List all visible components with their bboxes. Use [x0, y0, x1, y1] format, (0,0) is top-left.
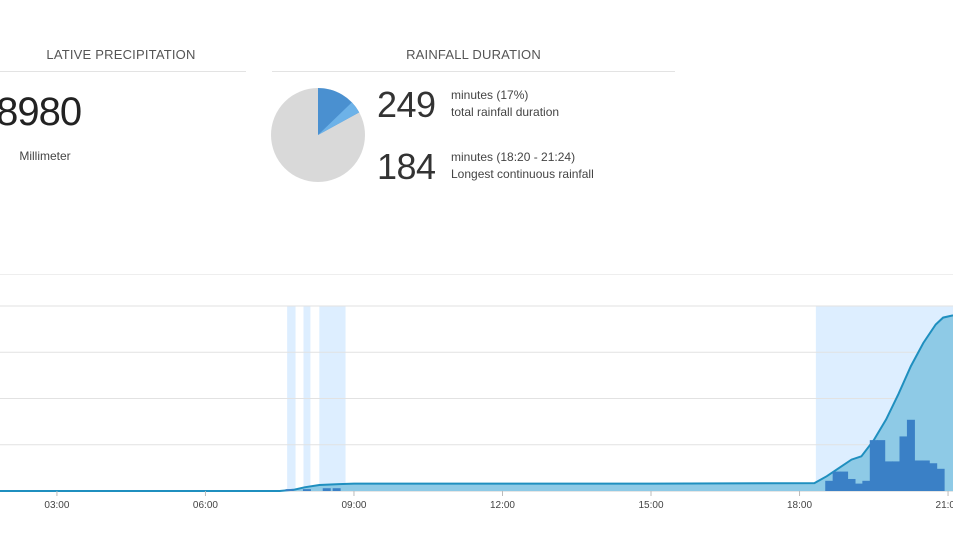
interval-bar — [832, 471, 841, 491]
interval-bar — [929, 463, 938, 491]
x-tick-label: 09:00 — [341, 500, 366, 511]
x-tick-label: 03:00 — [44, 500, 69, 511]
total-duration-number: 249 — [377, 84, 436, 125]
x-tick-label: 21:00 — [936, 500, 953, 511]
interval-bar — [914, 460, 923, 491]
total-duration-caption: total rainfall duration — [451, 105, 560, 119]
interval-bar — [921, 460, 930, 491]
total-duration-unit: minutes (17%) — [451, 88, 529, 102]
cumulative-value: .8980 — [0, 90, 82, 134]
x-tick-label: 15:00 — [638, 500, 663, 511]
interval-bar — [862, 480, 871, 491]
interval-bar — [825, 480, 834, 491]
pie-slice-rainfall — [318, 88, 360, 135]
interval-bar — [877, 440, 886, 491]
interval-bar — [884, 461, 893, 491]
interval-bar — [302, 489, 311, 491]
x-axis-ticks: 03:00 06:00 09:00 12:00 15:00 18:00 21:00 — [44, 491, 953, 511]
cumulative-unit: Millimeter — [19, 149, 71, 163]
interval-bar — [869, 440, 878, 491]
cumulative-line — [0, 314, 953, 492]
x-tick-label: 18:00 — [787, 500, 812, 511]
interval-bar — [892, 461, 901, 491]
longest-rainfall-range: minutes (18:20 - 21:24) — [451, 150, 576, 164]
cumulative-precipitation-title: LATIVE PRECIPITATION — [46, 47, 196, 62]
rainfall-duration-title: RAINFALL DURATION — [406, 47, 541, 62]
interval-bar — [899, 436, 908, 491]
precipitation-timeline-chart: 03:00 06:00 09:00 12:00 15:00 18:00 21:00 — [0, 305, 953, 511]
x-tick-label: 06:00 — [193, 500, 218, 511]
interval-bar — [847, 478, 856, 491]
interval-bar — [322, 488, 331, 491]
cumulative-area — [0, 315, 953, 491]
duration-divider — [272, 71, 675, 72]
x-tick-label: 12:00 — [490, 500, 515, 511]
interval-bars — [285, 419, 945, 491]
chart-gridlines — [0, 305, 953, 492]
longest-rainfall-caption: Longest continuous rainfall — [451, 167, 594, 181]
interval-bar — [285, 489, 294, 491]
longest-rainfall-number: 184 — [377, 146, 436, 187]
cumulative-divider — [0, 71, 246, 72]
interval-bar — [840, 471, 849, 491]
pie-slice-highlight — [318, 102, 360, 135]
rainfall-duration-pie — [271, 88, 365, 182]
interval-bar — [936, 468, 945, 491]
interval-bar — [854, 483, 863, 491]
interval-bar — [332, 488, 341, 491]
section-divider — [0, 274, 953, 275]
interval-bar — [906, 419, 915, 491]
